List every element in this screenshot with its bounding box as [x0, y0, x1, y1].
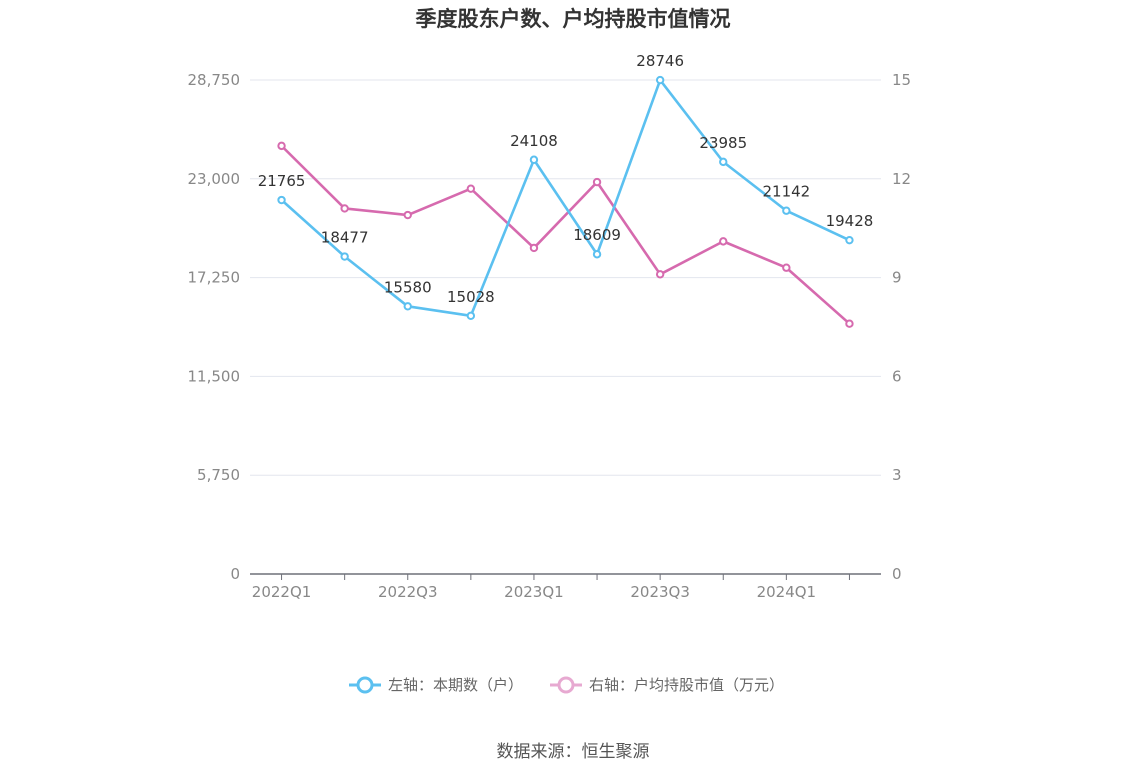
x-tick-label: 2022Q1: [252, 583, 312, 601]
series-point-1: [403, 210, 412, 220]
right-tick-label: 3: [892, 466, 902, 484]
right-tick-label: 12: [892, 170, 911, 188]
data-label: 15580: [384, 278, 432, 296]
series-point-0: [782, 206, 791, 215]
series-point-1: [340, 204, 349, 213]
legend[interactable]: 左轴：本期数（户） 右轴：户均持股市值（万元）: [349, 676, 784, 694]
left-tick-label: 0: [230, 565, 240, 583]
right-tick-label: 6: [892, 367, 902, 385]
left-axis: 0 5,750 11,500 17,250 23,000 28,750: [188, 71, 241, 583]
data-labels: 21765 18477 15580 15028 24108 18609 28746 23985…: [258, 52, 874, 306]
right-tick-label: 9: [892, 269, 902, 287]
series-point-0: [592, 250, 602, 259]
series-point-0: [277, 195, 286, 205]
x-tick-label: 2023Q3: [630, 583, 690, 601]
source-note: 数据来源：恒生聚源: [497, 742, 650, 762]
x-tick-label: 2022Q3: [378, 583, 438, 601]
data-label: 15028: [447, 288, 495, 306]
series-point-0: [719, 157, 728, 167]
right-axis: 0 3 6 9 12 15: [892, 71, 911, 583]
data-label: 23985: [699, 134, 747, 152]
data-label: 21765: [258, 172, 306, 190]
left-tick-label: 28,750: [188, 71, 241, 89]
right-tick-label: 15: [892, 71, 911, 89]
data-label: 18609: [573, 226, 621, 244]
legend-marker-households: [356, 676, 374, 694]
series-point-0: [340, 252, 349, 261]
data-label: 18477: [321, 229, 369, 247]
series-point-1: [719, 237, 728, 246]
series-point-1: [466, 184, 476, 193]
series-point-0: [466, 311, 476, 320]
right-tick-label: 0: [892, 565, 902, 583]
legend-item-market-value[interactable]: 右轴：户均持股市值（万元）: [550, 676, 784, 694]
chart-title: 季度股东户数、户均持股市值情况: [416, 7, 731, 31]
series-point-1: [529, 243, 539, 253]
series-point-1: [277, 141, 286, 151]
series-point-1: [845, 319, 854, 328]
grid: [250, 79, 881, 476]
x-tick-label: 2023Q1: [504, 583, 564, 601]
legend-label-households: 左轴：本期数（户）: [388, 676, 523, 694]
series-point-1: [592, 177, 602, 187]
legend-label-market-value: 右轴：户均持股市值（万元）: [589, 676, 784, 694]
data-label: 24108: [510, 132, 558, 150]
data-label: 21142: [762, 183, 810, 201]
series-point-1: [782, 263, 791, 272]
x-axis: 2022Q1 2022Q3 2023Q1 2023Q3 2024Q1: [250, 573, 881, 601]
legend-marker-market-value: [557, 676, 575, 694]
series-point-0: [655, 75, 665, 85]
series-line-0: [280, 78, 850, 318]
left-tick-label: 17,250: [188, 269, 241, 287]
legend-item-households[interactable]: 左轴：本期数（户）: [349, 676, 523, 694]
x-tick-label: 2024Q1: [757, 583, 817, 601]
series-point-0: [845, 235, 854, 245]
series-line-1: [280, 144, 851, 325]
left-tick-label: 11,500: [188, 367, 241, 385]
series-point-0: [529, 155, 539, 164]
series-point-1: [655, 270, 665, 279]
series-point-0: [403, 302, 412, 311]
left-tick-label: 5,750: [197, 466, 240, 484]
data-label: 19428: [826, 212, 874, 230]
series-group: [277, 75, 854, 328]
left-tick-label: 23,000: [188, 170, 241, 188]
data-label: 28746: [636, 52, 684, 70]
